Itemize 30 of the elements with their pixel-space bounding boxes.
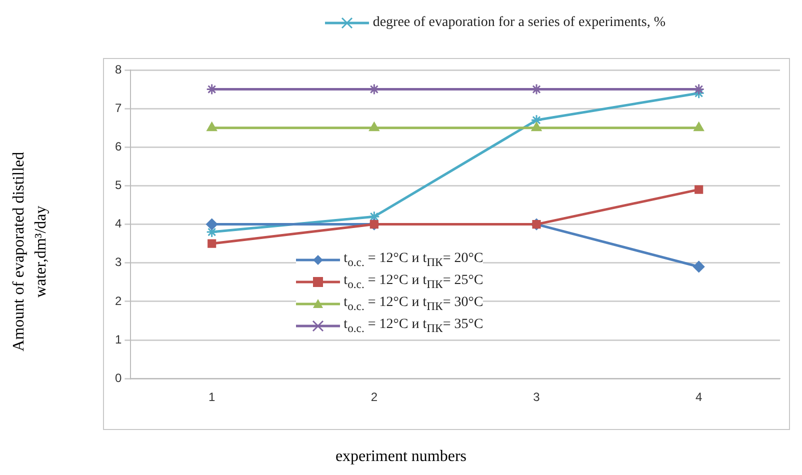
x-tick-label: 4 (695, 390, 702, 404)
point (206, 218, 218, 230)
point (693, 260, 705, 272)
legend-label: t$_{o.c.}$ = 12°C и t$_{ПК}$= 20°C (344, 251, 484, 269)
point (694, 185, 704, 194)
legend-label: t$_{o.c.}$ = 12°C и t$_{ПК}$= 30°C (344, 295, 484, 313)
point (369, 122, 380, 132)
point (693, 84, 705, 96)
point (530, 114, 542, 126)
y-tick-label: 7 (114, 100, 122, 115)
y-axis-title: Amount of evaporated distilled water,dm³/day (9, 150, 50, 354)
y-tick-label: 4 (114, 216, 122, 231)
y-tick-label: 6 (114, 139, 122, 154)
x-tick-label: 1 (208, 390, 216, 404)
y-tick-label: 3 (114, 255, 122, 270)
x-axis-title: experiment numbers (334, 448, 468, 466)
y-tick-label: 5 (114, 178, 122, 192)
legend-label: t$_{o.c.}$ = 12°C и t$_{ПК}$= 25°C (344, 273, 484, 291)
point (208, 239, 216, 248)
y-tick-label: 0 (114, 370, 122, 385)
point (206, 122, 217, 132)
point (694, 122, 704, 132)
x-tick-label: 3 (533, 390, 540, 404)
y-tick-label: 8 (114, 62, 122, 76)
legend-label: t$_{o.c.}$ = 12°C и t$_{ПК}$= 35°C (344, 317, 484, 335)
point (531, 122, 542, 132)
y-tick-label: 1 (114, 332, 122, 346)
legend-label: degree of evaporation for a series of experiments, % (372, 15, 666, 31)
y-tick-label: 2 (114, 294, 122, 308)
x-tick-label: 2 (370, 390, 378, 404)
